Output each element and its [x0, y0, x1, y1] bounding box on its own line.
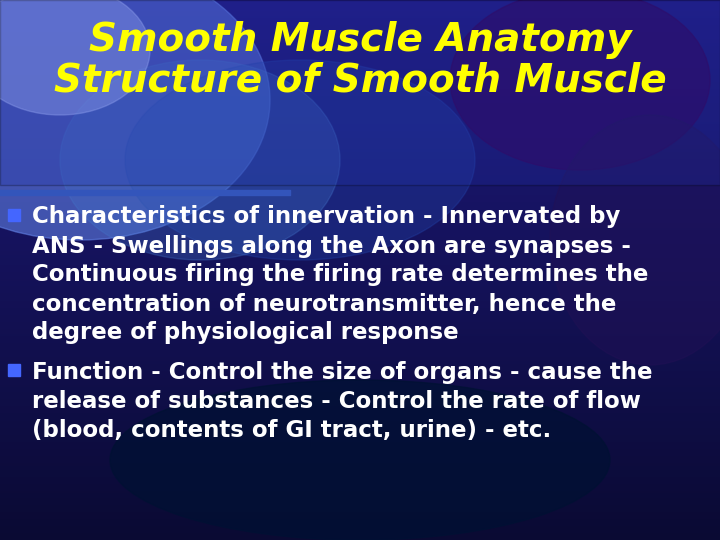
Text: concentration of neurotransmitter, hence the: concentration of neurotransmitter, hence…	[32, 293, 616, 315]
Ellipse shape	[110, 380, 610, 540]
Text: Continuous firing the firing rate determines the: Continuous firing the firing rate determ…	[32, 264, 649, 287]
Text: Function - Control the size of organs - cause the: Function - Control the size of organs - …	[32, 361, 652, 383]
Text: degree of physiological response: degree of physiological response	[32, 321, 459, 345]
Text: Smooth Muscle Anatomy: Smooth Muscle Anatomy	[89, 21, 631, 59]
Text: Characteristics of innervation - Innervated by: Characteristics of innervation - Innerva…	[32, 206, 621, 228]
Ellipse shape	[0, 0, 270, 240]
Text: ANS - Swellings along the Axon are synapses -: ANS - Swellings along the Axon are synap…	[32, 234, 631, 258]
FancyBboxPatch shape	[0, 0, 720, 185]
Ellipse shape	[60, 60, 340, 260]
Ellipse shape	[550, 115, 720, 365]
Ellipse shape	[125, 60, 475, 260]
Text: Structure of Smooth Muscle: Structure of Smooth Muscle	[54, 61, 666, 99]
Text: release of substances - Control the rate of flow: release of substances - Control the rate…	[32, 389, 641, 413]
Ellipse shape	[450, 0, 710, 170]
Ellipse shape	[0, 0, 150, 115]
Text: (blood, contents of GI tract, urine) - etc.: (blood, contents of GI tract, urine) - e…	[32, 418, 552, 442]
